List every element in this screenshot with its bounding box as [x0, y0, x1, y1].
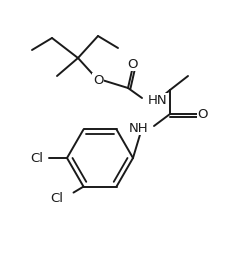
Text: NH: NH — [128, 121, 148, 135]
Text: O: O — [93, 73, 103, 87]
Text: O: O — [198, 107, 208, 120]
Text: O: O — [128, 57, 138, 71]
Text: Cl: Cl — [51, 192, 63, 205]
Text: HN: HN — [148, 93, 168, 106]
Text: Cl: Cl — [30, 151, 43, 165]
